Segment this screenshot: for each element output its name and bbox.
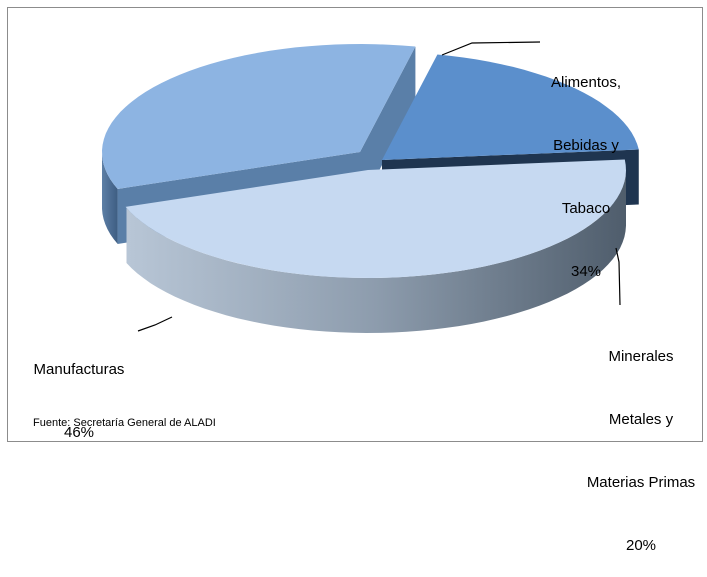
slice-manufacturas xyxy=(125,159,626,333)
slice-top-manufacturas xyxy=(125,159,626,278)
slice-side-alimentos xyxy=(102,153,118,244)
slice-percent-manufacturas: 46% xyxy=(63,424,95,441)
pie-chart xyxy=(102,41,639,333)
slice-label-manufacturas: Manufacturas 46% xyxy=(20,317,138,464)
slice-name-alimentos-line2: Bebidas y xyxy=(553,137,619,154)
leader-minerales xyxy=(615,247,621,306)
slice-label-minerales: Minerales Metales y Materias Primas 20% xyxy=(576,304,706,577)
slice-top-minerales xyxy=(382,54,639,160)
slice-side-manufacturas xyxy=(126,170,626,333)
slice-cut-alimentos xyxy=(360,46,416,207)
slice-percent-alimentos: 34% xyxy=(570,263,602,280)
leader-alimentos xyxy=(441,41,541,56)
slice-name-alimentos-line3: Tabaco xyxy=(561,200,611,217)
slice-top-alimentos xyxy=(102,44,416,189)
slice-name-minerales-line3: Materias Primas xyxy=(586,474,696,491)
leader-manufacturas xyxy=(137,316,173,332)
slice-name-alimentos-line1: Alimentos, xyxy=(550,74,622,91)
slice-name-minerales-line2: Metales y xyxy=(608,411,674,428)
slice-percent-minerales: 20% xyxy=(625,537,657,554)
source-note: Fuente: Secretaría General de ALADI xyxy=(33,417,216,429)
slice-label-alimentos: Alimentos, Bebidas y Tabaco 34% xyxy=(536,30,636,303)
slice-name-minerales-line1: Minerales xyxy=(608,348,674,365)
slice-name-manufacturas: Manufacturas xyxy=(33,361,125,378)
